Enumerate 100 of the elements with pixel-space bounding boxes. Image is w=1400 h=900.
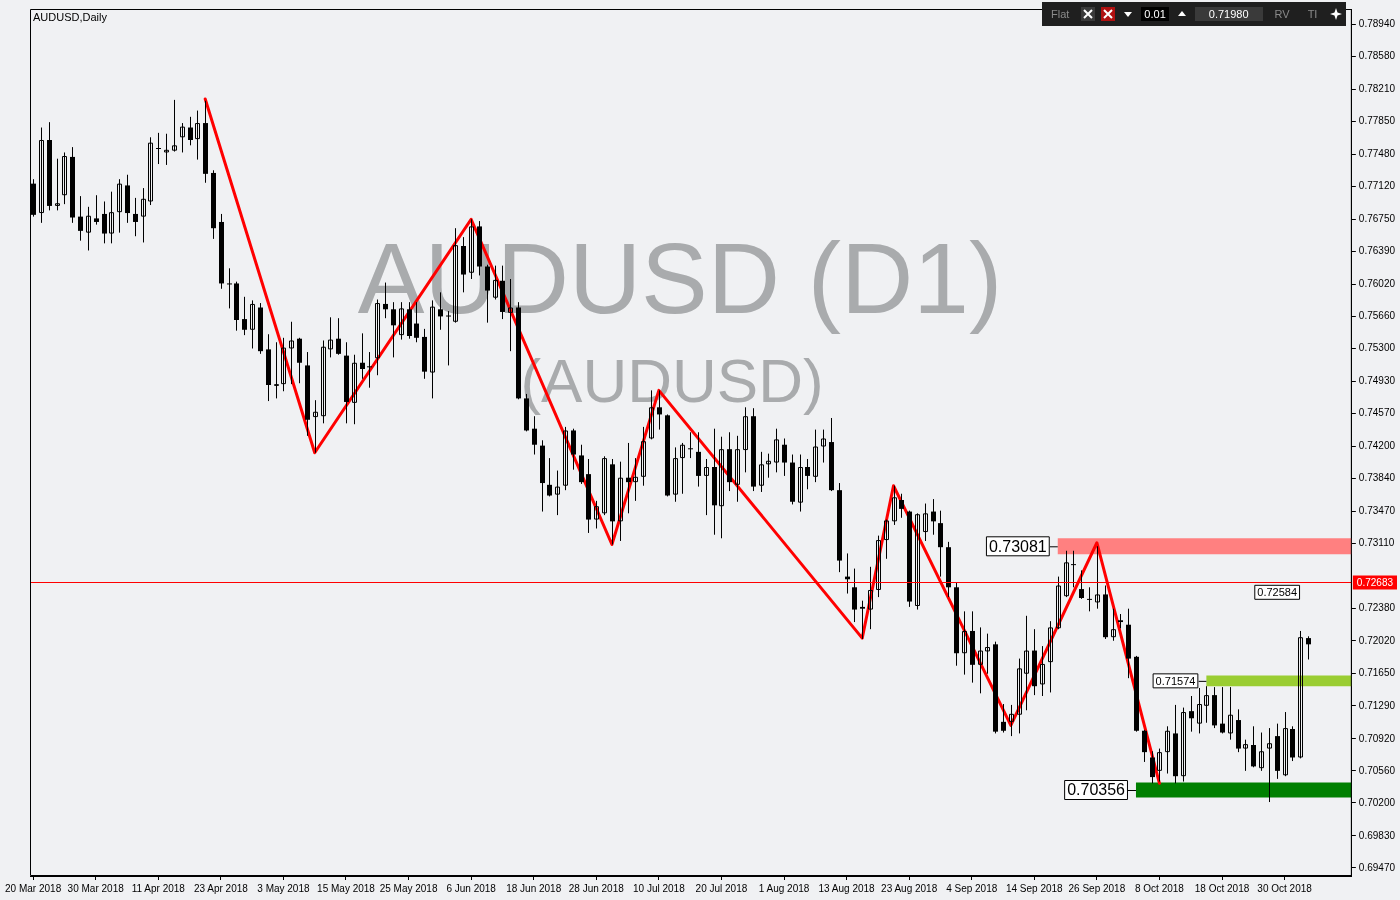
candlestick	[336, 317, 341, 356]
candlestick	[766, 453, 771, 479]
candlestick	[360, 332, 365, 380]
y-tick-label: 0.77480	[1358, 147, 1396, 159]
candlestick	[633, 457, 638, 502]
candlestick	[1306, 635, 1311, 660]
y-tick-label: 0.77850	[1358, 115, 1396, 127]
candlestick	[688, 431, 693, 459]
candlestick	[78, 195, 83, 242]
candlestick	[250, 299, 255, 349]
y-tick-label: 0.76020	[1358, 278, 1396, 290]
candlestick	[1150, 750, 1155, 784]
candlestick	[563, 426, 568, 491]
y-tick-label: 0.74200	[1358, 440, 1396, 452]
candlestick	[242, 296, 247, 336]
candlestick	[102, 200, 107, 244]
y-tick-label: 0.78580	[1358, 49, 1396, 61]
candlestick	[1251, 725, 1256, 768]
candlestick	[532, 415, 537, 456]
y-tick-label: 0.72380	[1358, 602, 1396, 614]
annotation: TI	[1298, 2, 1327, 26]
band-label: 0.70356	[1067, 781, 1126, 799]
candlestick	[884, 519, 889, 560]
band-label: 0.71574	[1155, 674, 1196, 687]
candlestick	[195, 110, 200, 161]
candlestick	[978, 626, 983, 694]
x-tick-label: 18 Oct 2018	[1194, 882, 1250, 894]
x-tick-label: 20 Mar 2018	[5, 882, 62, 894]
x-tick-label: 25 May 2018	[379, 882, 438, 894]
candlestick	[1267, 727, 1272, 803]
candlestick	[852, 568, 857, 623]
candlestick	[1048, 620, 1053, 693]
candlestick	[1111, 608, 1116, 642]
y-tick-label: 0.70920	[1358, 732, 1396, 744]
annotation: RV	[1265, 2, 1299, 26]
candlestick	[164, 133, 169, 166]
x-tick-label: 30 Oct 2018	[1257, 882, 1313, 894]
x-tick-label: 10 Jul 2018	[633, 882, 686, 894]
candlestick	[868, 566, 873, 630]
y-tick-label: 0.71650	[1358, 667, 1396, 679]
candlestick	[805, 458, 810, 490]
candlestick	[641, 426, 646, 487]
annotation: 0.01	[1138, 2, 1172, 26]
candlestick	[821, 429, 826, 464]
candlestick	[1189, 695, 1194, 733]
candlestick	[1228, 686, 1233, 741]
candlestick	[133, 197, 138, 237]
x-tick-label: 20 Jul 2018	[695, 882, 748, 894]
y-tick-label: 0.76750	[1358, 213, 1396, 225]
candlestick	[227, 267, 232, 309]
y-tick-label: 0.77120	[1358, 180, 1396, 192]
x-tick-label: 23 Aug 2018	[881, 882, 938, 894]
x-tick-label: 14 Sep 2018	[1005, 882, 1064, 894]
annotation: 0.72584	[1257, 586, 1298, 599]
y-tick-label: 0.75300	[1358, 342, 1396, 354]
candlestick	[321, 339, 326, 424]
candlestick	[281, 337, 286, 392]
x-tick-label: 1 Aug 2018	[758, 882, 810, 894]
candlestick	[1283, 711, 1288, 777]
candlestick	[1165, 725, 1170, 775]
x-tick-label: 4 Sep 2018	[946, 882, 998, 894]
y-tick-label: 0.78210	[1358, 82, 1396, 94]
y-tick-label: 0.69470	[1358, 861, 1396, 873]
candlestick	[94, 194, 99, 226]
candlestick	[798, 454, 803, 513]
candlestick	[1064, 550, 1069, 598]
x-tick-label: 30 Mar 2018	[67, 882, 125, 894]
candlestick	[860, 600, 865, 640]
y-tick-label: 0.69830	[1358, 829, 1396, 841]
candlestick	[594, 500, 599, 529]
candlestick	[618, 461, 623, 542]
candlestick	[1204, 685, 1209, 724]
candlestick	[1009, 704, 1014, 737]
y-tick-label: 0.70200	[1358, 796, 1396, 808]
candlestick	[704, 458, 709, 516]
candlestick	[117, 178, 122, 234]
x-tick-label: 28 Jun 2018	[568, 882, 625, 894]
candlestick	[1024, 615, 1029, 711]
annotation: Flat	[1042, 2, 1079, 26]
y-tick-label: 0.76390	[1358, 245, 1396, 257]
candlestick	[774, 428, 779, 473]
x-tick-label: 26 Sep 2018	[1068, 882, 1126, 894]
candlestick	[1040, 645, 1045, 697]
candlestick	[931, 498, 936, 536]
candlestick	[109, 191, 114, 244]
candlestick	[141, 187, 146, 243]
candlestick	[782, 437, 787, 477]
x-tick-label: 15 May 2018	[317, 882, 376, 894]
candlestick	[1220, 686, 1225, 734]
x-tick-label: 3 May 2018	[257, 882, 310, 894]
y-tick-label: 0.73110	[1358, 537, 1395, 549]
candlestick	[985, 633, 990, 675]
candlestick	[915, 512, 920, 611]
candlestick	[180, 122, 185, 153]
y-tick-label: 0.74930	[1358, 375, 1396, 387]
y-tick-label: 0.78940	[1358, 17, 1396, 29]
y-tick-label: 0.73470	[1358, 505, 1396, 517]
candlestick	[1017, 658, 1022, 734]
annotation: 0.71980	[1191, 2, 1266, 26]
candlestick	[892, 485, 897, 526]
